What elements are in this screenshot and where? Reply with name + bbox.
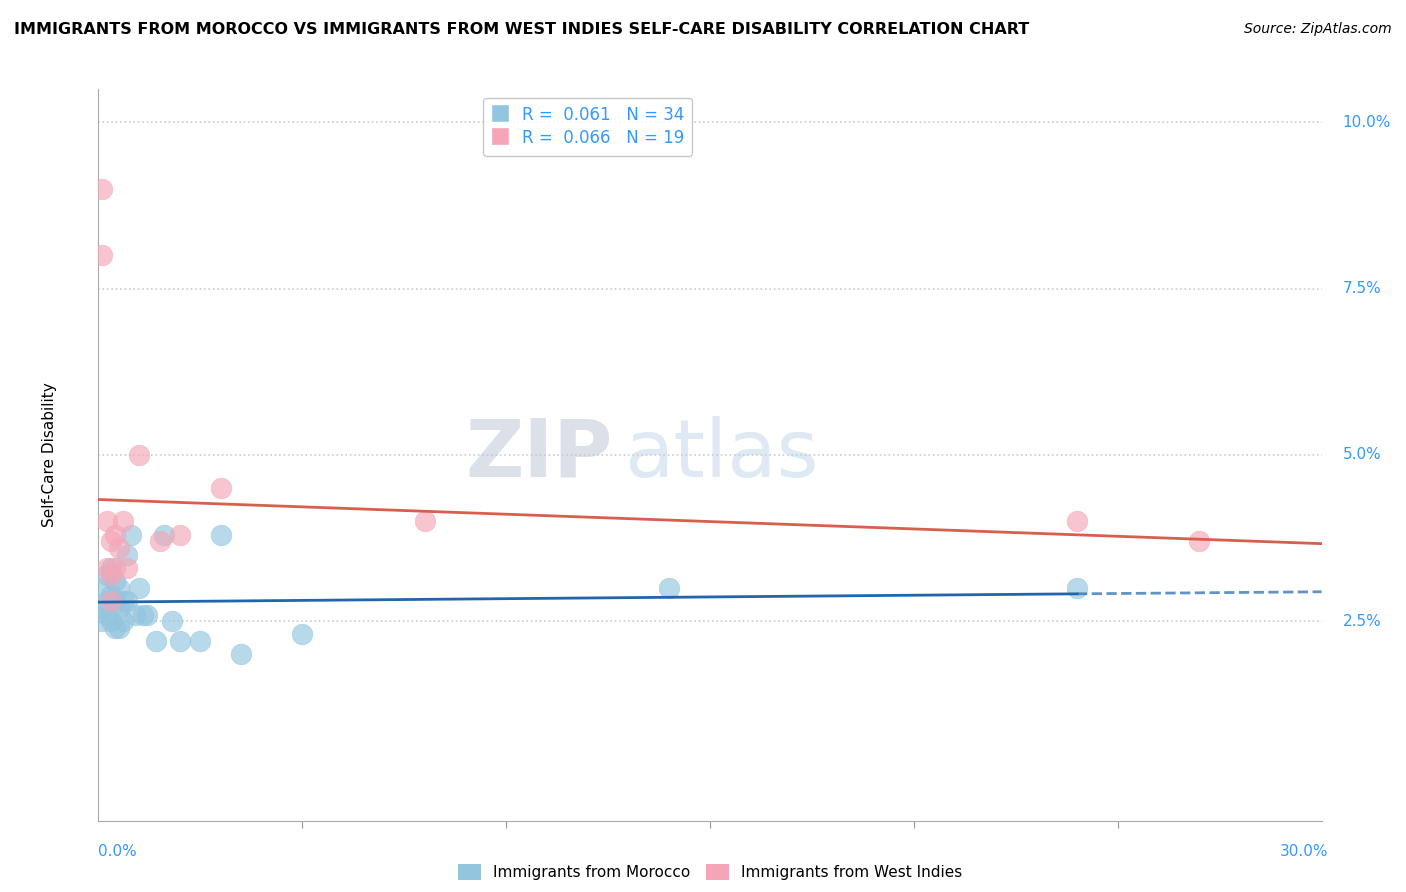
Text: ZIP: ZIP bbox=[465, 416, 612, 494]
Point bbox=[169, 634, 191, 648]
Point bbox=[91, 581, 114, 595]
Point bbox=[108, 581, 131, 595]
Point bbox=[209, 481, 232, 495]
Point bbox=[132, 607, 155, 622]
Point bbox=[136, 607, 159, 622]
Point bbox=[91, 248, 114, 262]
Text: 7.5%: 7.5% bbox=[1343, 281, 1382, 296]
Point bbox=[111, 614, 134, 628]
Point bbox=[96, 515, 118, 529]
Point bbox=[188, 634, 212, 648]
Point bbox=[115, 548, 138, 562]
Text: 10.0%: 10.0% bbox=[1343, 115, 1391, 130]
Text: 5.0%: 5.0% bbox=[1343, 448, 1382, 462]
Text: 0.0%: 0.0% bbox=[98, 845, 138, 859]
Point bbox=[100, 567, 122, 582]
Point bbox=[1066, 515, 1088, 529]
Point bbox=[96, 594, 118, 608]
Point bbox=[658, 581, 681, 595]
Point bbox=[104, 621, 127, 635]
Point bbox=[231, 648, 253, 662]
Point bbox=[124, 607, 146, 622]
Point bbox=[108, 600, 131, 615]
Point bbox=[152, 527, 174, 541]
Legend: R =  0.061   N = 34, R =  0.066   N = 19: R = 0.061 N = 34, R = 0.066 N = 19 bbox=[484, 97, 692, 155]
Point bbox=[96, 561, 118, 575]
Point bbox=[291, 627, 314, 641]
Point bbox=[169, 527, 191, 541]
Point bbox=[100, 614, 122, 628]
Text: 30.0%: 30.0% bbox=[1281, 845, 1329, 859]
Point bbox=[91, 182, 114, 196]
Point bbox=[209, 527, 232, 541]
Point bbox=[145, 634, 167, 648]
Point bbox=[104, 527, 127, 541]
Point bbox=[96, 567, 118, 582]
Point bbox=[115, 561, 138, 575]
Point bbox=[100, 588, 122, 602]
Point bbox=[149, 534, 172, 549]
Point bbox=[104, 594, 127, 608]
Point bbox=[104, 561, 127, 575]
Point bbox=[128, 581, 150, 595]
Point bbox=[1188, 534, 1211, 549]
Point bbox=[160, 614, 183, 628]
Text: IMMIGRANTS FROM MOROCCO VS IMMIGRANTS FROM WEST INDIES SELF-CARE DISABILITY CORR: IMMIGRANTS FROM MOROCCO VS IMMIGRANTS FR… bbox=[14, 22, 1029, 37]
Point bbox=[115, 594, 138, 608]
Text: Self-Care Disability: Self-Care Disability bbox=[42, 383, 58, 527]
Point bbox=[108, 541, 131, 555]
Point bbox=[100, 561, 122, 575]
Point bbox=[128, 448, 150, 462]
Text: 2.5%: 2.5% bbox=[1343, 614, 1382, 629]
Text: atlas: atlas bbox=[624, 416, 818, 494]
Point bbox=[104, 574, 127, 589]
Point bbox=[1066, 581, 1088, 595]
Point bbox=[120, 527, 142, 541]
Point bbox=[91, 614, 114, 628]
Point bbox=[96, 607, 118, 622]
Text: Source: ZipAtlas.com: Source: ZipAtlas.com bbox=[1244, 22, 1392, 37]
Point bbox=[108, 621, 131, 635]
Point bbox=[100, 594, 122, 608]
Point bbox=[413, 515, 436, 529]
Point bbox=[91, 600, 114, 615]
Point bbox=[100, 534, 122, 549]
Point bbox=[111, 515, 134, 529]
Point bbox=[111, 594, 134, 608]
